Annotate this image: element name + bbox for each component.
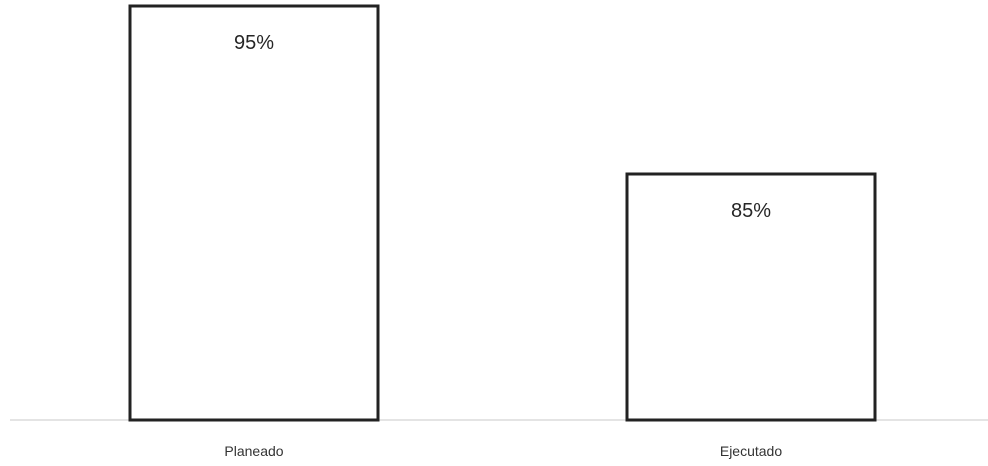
bars-group [128,4,877,422]
bar-planeado [128,4,380,422]
x-tick-labels-group: Planeado Ejecutado [224,443,782,459]
bar-ejecutado [625,172,877,422]
data-label-ejecutado: 85% [731,200,771,222]
x-tick-label-ejecutado: Ejecutado [720,443,782,459]
x-tick-label-planeado: Planeado [224,443,283,459]
data-label-planeado: 95% [234,32,274,54]
data-labels-group: 95% 85% [234,32,771,222]
